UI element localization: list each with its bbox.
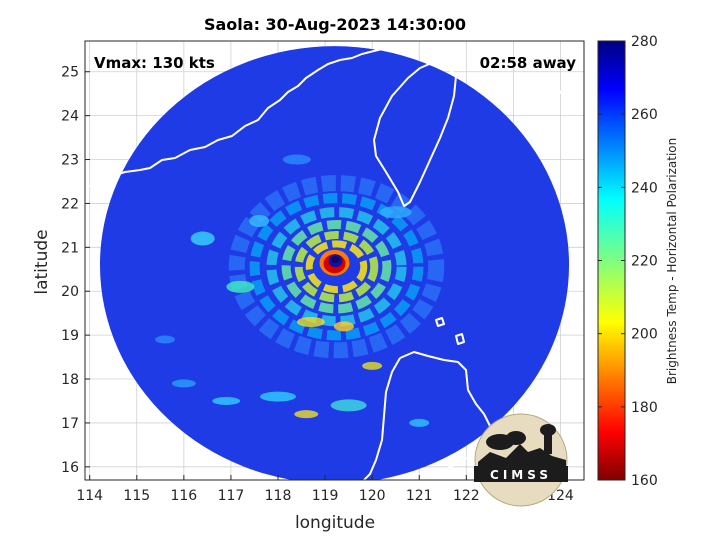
x-tick-label: 117 bbox=[218, 488, 245, 504]
rain-band bbox=[294, 231, 379, 303]
x-tick-label: 119 bbox=[312, 488, 339, 504]
colorbar-label: Brightness Temp - Horizontal Polarizatio… bbox=[665, 138, 679, 385]
colorbar-tick-label: 200 bbox=[631, 327, 658, 343]
y-tick-label: 21 bbox=[61, 240, 79, 256]
convective-patch bbox=[190, 231, 215, 246]
y-tick-label: 24 bbox=[61, 109, 79, 125]
rain-band bbox=[281, 219, 392, 314]
convective-patch bbox=[294, 410, 319, 419]
colorbar bbox=[597, 40, 626, 481]
coast-luzon bbox=[362, 351, 491, 480]
x-tick-label: 116 bbox=[170, 488, 197, 504]
convective-patch bbox=[296, 316, 325, 327]
y-tick-label: 17 bbox=[61, 416, 79, 432]
y-axis: 16 17 18 19 20 21 22 23 24 25 bbox=[61, 65, 90, 476]
convective-patch bbox=[409, 418, 430, 427]
coast-china bbox=[85, 43, 409, 189]
colorbar-tick-label: 220 bbox=[631, 254, 658, 270]
convective-patch bbox=[379, 206, 412, 219]
convective-patch bbox=[249, 214, 270, 227]
coastline bbox=[85, 43, 575, 480]
convective-patch bbox=[333, 321, 354, 332]
coast-taiwan bbox=[373, 61, 457, 207]
cimss-logo: CIMSS bbox=[474, 413, 568, 507]
y-tick-label: 22 bbox=[61, 196, 79, 212]
y-tick-label: 25 bbox=[61, 65, 79, 81]
convective-patch bbox=[282, 154, 311, 165]
coast-islands bbox=[435, 87, 575, 345]
convective-patch bbox=[226, 280, 255, 293]
y-tick-label: 20 bbox=[61, 284, 79, 300]
convective-patch bbox=[155, 335, 176, 344]
rain-band bbox=[228, 175, 445, 359]
colorbar-tick-label: 280 bbox=[631, 34, 658, 50]
y-tick-label: 19 bbox=[61, 328, 79, 344]
convective-patch bbox=[171, 379, 196, 388]
x-tick-label: 114 bbox=[76, 488, 103, 504]
y-tick-label: 18 bbox=[61, 372, 79, 388]
convective-patch bbox=[260, 391, 297, 402]
x-tick-label: 118 bbox=[265, 488, 292, 504]
convective-patch bbox=[362, 361, 383, 370]
x-tick-label: 121 bbox=[406, 488, 433, 504]
y-tick-label: 16 bbox=[61, 460, 79, 476]
colorbar-tick-label: 240 bbox=[631, 180, 658, 196]
x-tick-label: 115 bbox=[123, 488, 150, 504]
chart-title: Saola: 30-Aug-2023 14:30:00 bbox=[204, 15, 466, 34]
rain-band bbox=[249, 193, 424, 341]
x-tick-label: 122 bbox=[453, 488, 480, 504]
logo-text: CIMSS bbox=[490, 468, 552, 482]
storm-eye-core bbox=[331, 256, 340, 264]
x-tick-label: 120 bbox=[359, 488, 386, 504]
vmax-annotation: Vmax: 130 kts bbox=[94, 54, 215, 72]
colorbar-tick-label: 180 bbox=[631, 400, 658, 416]
rain-band bbox=[305, 240, 368, 294]
swath bbox=[100, 46, 569, 480]
colorbar-ticks: 160 180 200 220 240 260 280 bbox=[598, 34, 658, 489]
y-tick-label: 23 bbox=[61, 153, 79, 169]
colorbar-tick-label: 260 bbox=[631, 107, 658, 123]
convective-patch bbox=[212, 396, 241, 405]
time-away-annotation: 02:58 away bbox=[480, 54, 577, 72]
axes-frame bbox=[84, 40, 585, 481]
convective-patch bbox=[330, 399, 367, 412]
y-axis-label: latitude bbox=[32, 229, 52, 294]
rain-band bbox=[266, 207, 407, 327]
colorbar-tick-label: 160 bbox=[631, 473, 658, 489]
x-axis-label: longitude bbox=[295, 513, 375, 533]
